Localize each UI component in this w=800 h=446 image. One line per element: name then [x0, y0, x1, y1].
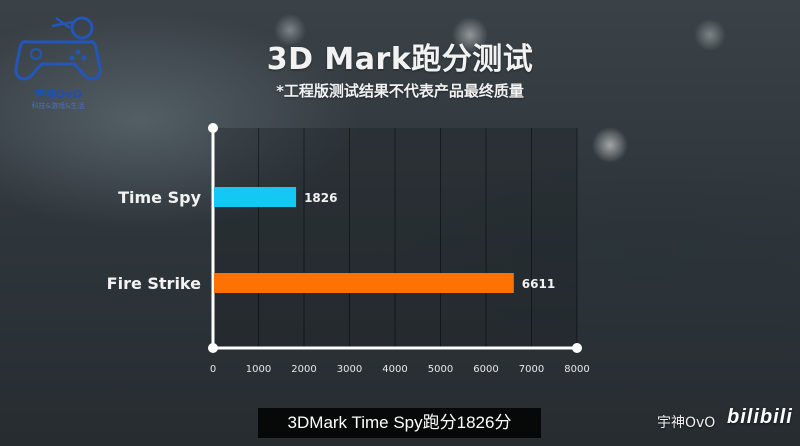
x-tick-label: 3000 [337, 364, 362, 375]
watermark-brand: bilibili [727, 406, 793, 428]
x-tick-label: 8000 [564, 364, 589, 375]
logo-tagline: 科技&游戏&生活 [31, 102, 85, 110]
plot-area [213, 128, 577, 348]
page-subtitle: *工程版测试结果不代表产品最终质量 [276, 82, 524, 100]
x-tick-label: 4000 [382, 364, 407, 375]
y-axis-end-dot [208, 123, 218, 133]
category-label: Fire Strike [107, 274, 201, 293]
x-tick-label: 7000 [519, 364, 544, 375]
x-axis-end-dot [572, 343, 582, 353]
x-tick-label: 6000 [473, 364, 498, 375]
x-tick-label: 5000 [428, 364, 453, 375]
watermark-name: 宇神OvO [657, 415, 716, 431]
gamepad-icon [14, 16, 102, 81]
bar-fire-strike [214, 273, 514, 293]
data-label: 1826 [304, 191, 337, 205]
logo-name: 宇神OvO [34, 88, 82, 101]
video-subtitle: 3DMark Time Spy跑分1826分 [258, 408, 541, 438]
data-label: 6611 [522, 277, 555, 291]
x-tick-label: 0 [210, 364, 216, 375]
page-title: 3D Mark跑分测试 [266, 42, 534, 77]
x-tick-label: 1000 [246, 364, 271, 375]
x-tick-label: 2000 [291, 364, 316, 375]
bar-time-spy [214, 187, 297, 207]
category-label: Time Spy [118, 188, 201, 207]
axis-origin-dot [208, 343, 218, 353]
channel-logo: 宇神OvO 科技&游戏&生活 [12, 12, 104, 112]
